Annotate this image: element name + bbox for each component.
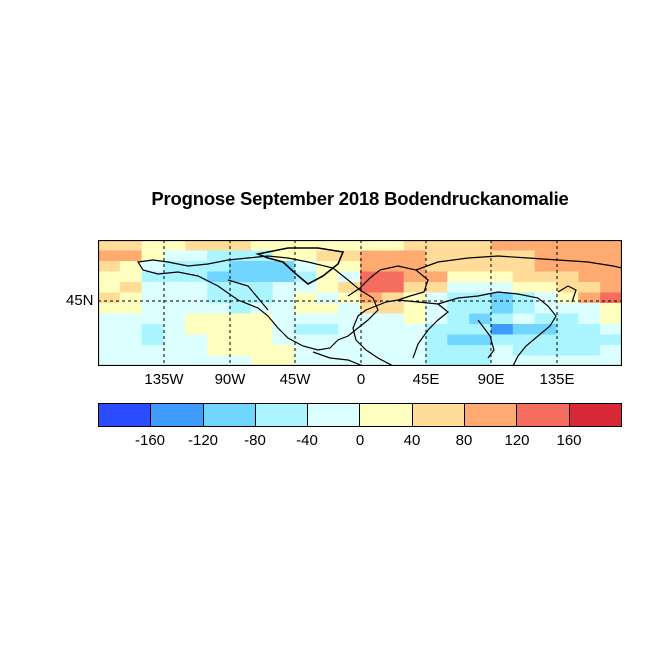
lon-label-0: 0 bbox=[356, 371, 366, 388]
lon-label-90w: 90W bbox=[214, 371, 246, 388]
coastlines bbox=[136, 247, 622, 366]
map-frame bbox=[98, 240, 622, 366]
lon-label-135w: 135W bbox=[144, 371, 184, 388]
lon-label-45e: 45E bbox=[412, 371, 440, 388]
colorbar-segment bbox=[151, 404, 204, 426]
colorbar-label: -80 bbox=[244, 432, 266, 449]
anomaly-map bbox=[98, 240, 622, 366]
lat-label-45n: 45N bbox=[66, 292, 94, 309]
colorbar-segment bbox=[465, 404, 518, 426]
colorbar-segment bbox=[255, 404, 309, 426]
colorbar-segment bbox=[99, 404, 152, 426]
colorbar-segment bbox=[203, 404, 256, 426]
colorbar-segment bbox=[412, 404, 466, 426]
lon-label-45w: 45W bbox=[279, 371, 311, 388]
colorbar-label: -40 bbox=[296, 432, 318, 449]
map-canvas bbox=[98, 240, 622, 366]
colorbar bbox=[98, 403, 622, 427]
colorbar-label: 160 bbox=[556, 432, 582, 449]
colorbar-label: 40 bbox=[403, 432, 421, 449]
graticule bbox=[98, 240, 622, 366]
colorbar-segment bbox=[360, 404, 413, 426]
lon-label-135e: 135E bbox=[539, 371, 575, 388]
colorbar-label: 0 bbox=[355, 432, 365, 449]
anomaly-field bbox=[98, 240, 622, 366]
colorbar-label: -160 bbox=[134, 432, 166, 449]
colorbar-label: -120 bbox=[187, 432, 219, 449]
colorbar-segment bbox=[308, 404, 361, 426]
lon-label-90e: 90E bbox=[477, 371, 505, 388]
colorbar-label: 120 bbox=[504, 432, 530, 449]
chart-title: Prognose September 2018 Bodendruckanomal… bbox=[151, 188, 569, 209]
colorbar-label: 80 bbox=[455, 432, 473, 449]
colorbar-segment bbox=[569, 404, 621, 426]
colorbar-segment bbox=[517, 404, 570, 426]
